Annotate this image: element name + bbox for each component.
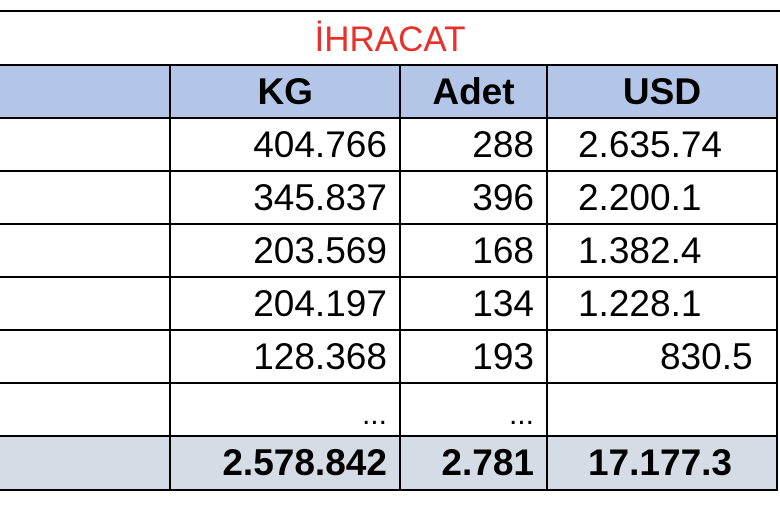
cell-kg[interactable]: 204.197 bbox=[169, 276, 401, 331]
table-row: 203.569 168 1.382.4 bbox=[0, 223, 779, 278]
cell-kg-ellipsis[interactable]: ... bbox=[169, 382, 401, 437]
cell-kg[interactable]: 203.569 bbox=[169, 223, 401, 278]
cell-kg[interactable]: 345.837 bbox=[169, 170, 401, 225]
ellipsis-row: ... ... bbox=[0, 382, 779, 437]
cell-usd[interactable]: 830.5 bbox=[545, 329, 779, 384]
table-title: İHRACAT bbox=[314, 20, 466, 59]
cell-usd[interactable]: 1.228.1 bbox=[545, 276, 779, 331]
header-name[interactable] bbox=[0, 64, 172, 119]
cell-usd-ellipsis[interactable] bbox=[545, 382, 779, 437]
header-row: KG Adet USD bbox=[0, 64, 779, 119]
total-kg[interactable]: 2.578.842 bbox=[169, 435, 401, 491]
header-adet[interactable]: Adet bbox=[398, 64, 548, 119]
cell-name[interactable] bbox=[0, 276, 172, 331]
cell-name[interactable] bbox=[0, 223, 172, 278]
total-row: 2.578.842 2.781 17.177.3 bbox=[0, 435, 779, 491]
cell-name[interactable] bbox=[0, 382, 172, 437]
cell-adet[interactable]: 134 bbox=[398, 276, 548, 331]
total-usd[interactable]: 17.177.3 bbox=[545, 435, 779, 491]
cell-name[interactable] bbox=[0, 170, 172, 225]
cell-adet[interactable]: 396 bbox=[398, 170, 548, 225]
cell-adet[interactable]: 288 bbox=[398, 117, 548, 172]
cell-usd[interactable]: 2.635.74 bbox=[545, 117, 779, 172]
table-row: 404.766 288 2.635.74 bbox=[0, 117, 779, 172]
title-row: İHRACAT bbox=[0, 10, 780, 66]
cell-adet[interactable]: 193 bbox=[398, 329, 548, 384]
cell-usd[interactable]: 1.382.4 bbox=[545, 223, 779, 278]
header-kg[interactable]: KG bbox=[169, 64, 401, 119]
cell-name[interactable] bbox=[0, 117, 172, 172]
total-name[interactable] bbox=[0, 435, 172, 491]
cell-name[interactable] bbox=[0, 329, 172, 384]
header-usd[interactable]: USD bbox=[545, 64, 779, 119]
cell-kg[interactable]: 404.766 bbox=[169, 117, 401, 172]
cell-kg[interactable]: 128.368 bbox=[169, 329, 401, 384]
cell-adet-ellipsis[interactable]: ... bbox=[398, 382, 548, 437]
table-row: 204.197 134 1.228.1 bbox=[0, 276, 779, 331]
table-row: 345.837 396 2.200.1 bbox=[0, 170, 779, 225]
cell-adet[interactable]: 168 bbox=[398, 223, 548, 278]
table-row: 128.368 193 830.5 bbox=[0, 329, 779, 384]
export-table: KG Adet USD 404.766 288 2.635.74 345.837… bbox=[0, 64, 779, 491]
cell-usd[interactable]: 2.200.1 bbox=[545, 170, 779, 225]
total-adet[interactable]: 2.781 bbox=[398, 435, 548, 491]
